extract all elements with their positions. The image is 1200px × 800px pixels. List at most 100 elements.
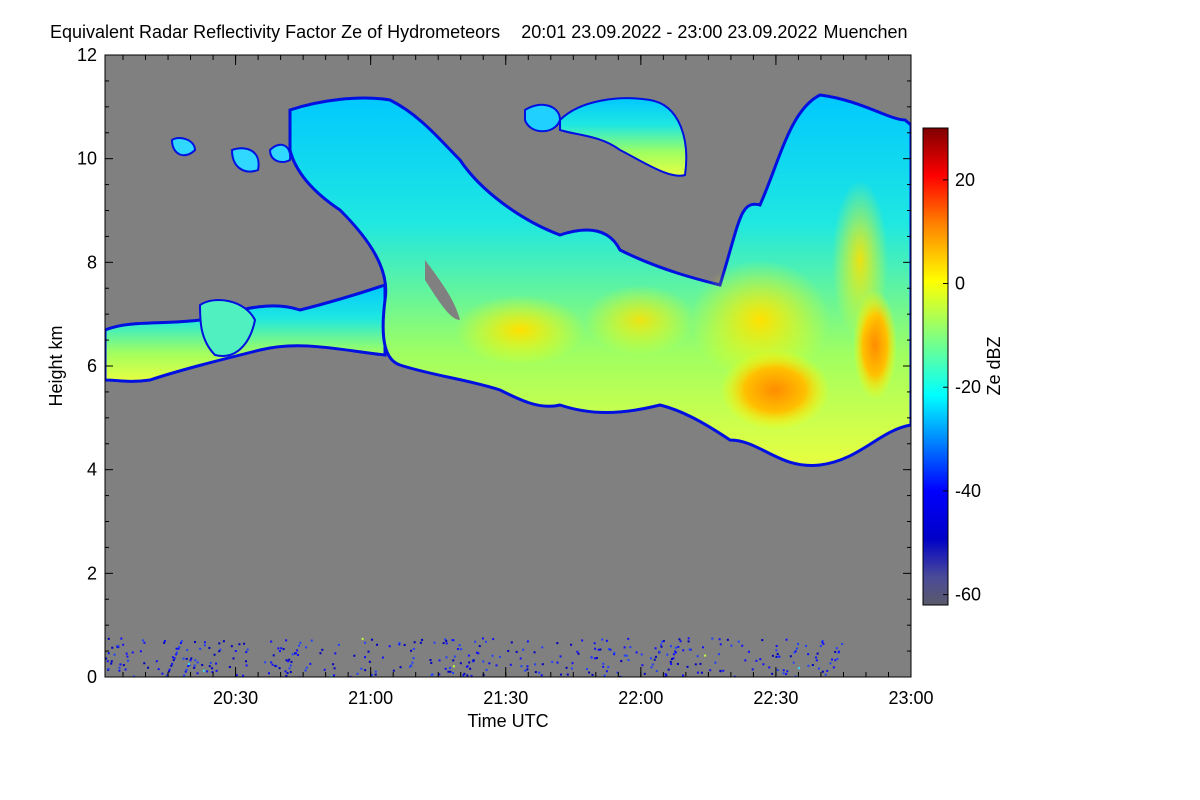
clutter-speck	[679, 640, 682, 643]
clutter-speck	[526, 640, 529, 643]
clutter-speck	[817, 667, 820, 670]
clutter-speck	[438, 673, 441, 676]
clutter-speck	[534, 663, 537, 666]
clutter-speck	[305, 646, 308, 649]
clutter-speck	[688, 648, 691, 651]
y-tick-label: 12	[77, 45, 97, 65]
clutter-speck	[588, 671, 591, 674]
clutter-speck	[649, 657, 652, 660]
clutter-speck	[541, 663, 544, 666]
clutter-speck	[280, 647, 283, 650]
clutter-speck	[744, 659, 747, 662]
clutter-speck	[789, 655, 792, 658]
y-tick-label: 0	[87, 667, 97, 687]
clutter-speck	[107, 637, 110, 640]
clutter-speck	[696, 655, 699, 658]
clutter-speck	[364, 641, 367, 644]
clutter-speck	[607, 666, 610, 669]
colorbar-tick-label: -60	[955, 585, 981, 605]
clutter-speck	[841, 643, 844, 646]
clutter-speck	[667, 668, 670, 671]
clutter-speck	[234, 650, 237, 653]
clutter-speck	[785, 638, 788, 641]
clutter-speck	[272, 654, 275, 657]
clutter-speck	[274, 664, 277, 667]
clutter-speck	[777, 655, 780, 658]
clutter-speck	[666, 653, 669, 656]
clutter-speck	[534, 671, 537, 674]
clutter-speck	[430, 673, 433, 676]
clutter-speck	[206, 670, 209, 673]
clutter-speck	[641, 664, 644, 667]
clutter-speck	[551, 660, 554, 663]
clutter-speck	[445, 656, 448, 659]
clutter-speck	[492, 638, 495, 641]
cloud-layer	[105, 93, 911, 677]
clutter-speck	[821, 641, 824, 644]
clutter-speck	[215, 669, 218, 672]
clutter-speck	[472, 659, 475, 662]
clutter-speck	[751, 668, 754, 671]
clutter-speck	[110, 660, 113, 663]
clutter-speck	[676, 662, 679, 665]
clutter-speck	[175, 653, 178, 656]
clutter-speck	[179, 642, 182, 645]
clutter-speck	[219, 648, 222, 651]
clutter-speck	[275, 665, 278, 668]
clutter-speck	[213, 653, 216, 656]
clutter-speck	[670, 662, 673, 665]
clutter-speck	[203, 641, 206, 644]
clutter-speck	[285, 659, 288, 662]
clutter-speck	[106, 660, 109, 663]
clutter-speck	[507, 649, 510, 652]
clutter-speck	[591, 673, 594, 676]
clutter-speck	[177, 647, 180, 650]
clutter-speck	[485, 668, 488, 671]
clutter-speck	[815, 656, 818, 659]
clutter-speck	[163, 639, 166, 642]
clutter-speck	[556, 642, 559, 645]
clutter-speck	[288, 658, 291, 661]
clutter-speck	[541, 646, 544, 649]
clutter-speck	[175, 647, 178, 650]
clutter-speck	[687, 640, 690, 643]
clutter-speck	[786, 670, 789, 673]
clutter-speck	[570, 667, 573, 670]
clutter-speck	[662, 640, 665, 643]
clutter-speck	[837, 650, 840, 653]
clutter-speck	[620, 660, 623, 663]
clutter-speck	[700, 671, 703, 674]
clutter-speck	[438, 659, 441, 662]
clutter-speck	[447, 670, 450, 673]
colorbar	[922, 127, 949, 606]
clutter-speck	[353, 654, 356, 657]
clutter-speck	[368, 660, 371, 663]
clutter-speck	[613, 651, 616, 654]
clutter-speck	[282, 648, 285, 651]
clutter-speck	[290, 660, 293, 663]
clutter-speck	[232, 657, 235, 660]
clutter-speck	[356, 672, 359, 675]
clutter-speck	[796, 642, 799, 645]
x-axis: 20:30 21:00 21:30 22:00 22:30 23:00	[122, 55, 934, 708]
clutter-speck	[782, 669, 785, 672]
clutter-speck	[132, 675, 135, 677]
clutter-speck	[419, 641, 422, 644]
clutter-speck	[520, 665, 523, 668]
clutter-speck	[131, 651, 134, 654]
clutter-speck	[608, 648, 611, 651]
y-axis: 0 2 4 6 8 10 12	[77, 45, 911, 687]
clutter-speck	[105, 657, 108, 660]
clutter-speck	[509, 663, 512, 666]
x-axis-label: Time UTC	[467, 711, 548, 731]
clutter-speck	[660, 643, 663, 646]
clutter-speck	[122, 664, 125, 667]
clutter-speck	[175, 651, 178, 654]
clutter-speck	[482, 660, 485, 663]
clutter-speck	[278, 650, 281, 653]
clutter-speck	[726, 638, 729, 641]
clutter-speck	[576, 650, 579, 653]
colorbar-tick-label: -40	[955, 481, 981, 501]
clutter-speck	[107, 652, 110, 655]
x-tick-label: 22:30	[753, 688, 798, 708]
